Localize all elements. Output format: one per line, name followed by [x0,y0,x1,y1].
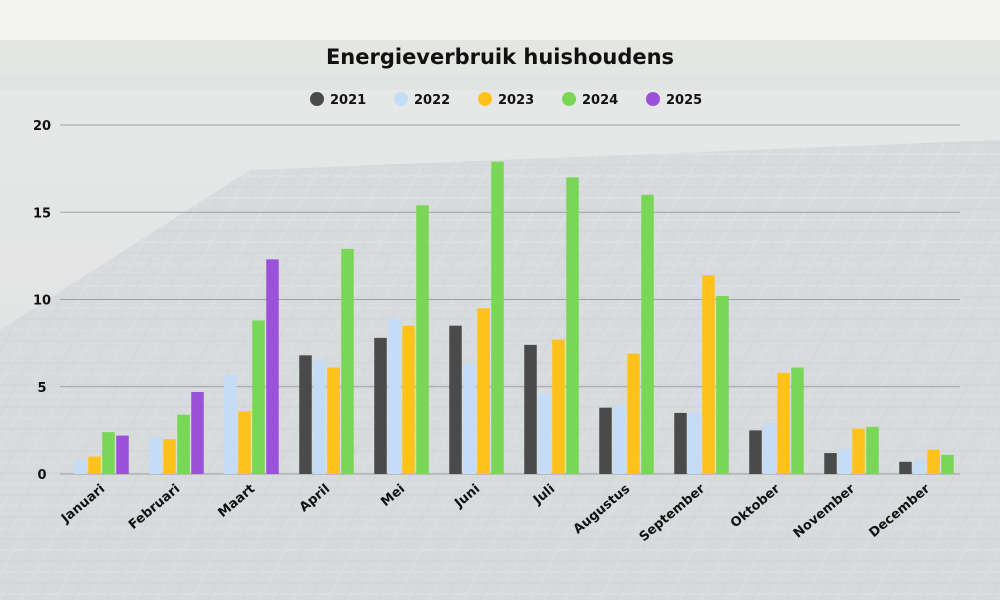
legend-label: 2025 [666,93,702,108]
bar-juli-2023 [552,339,565,474]
bar-augustus-2024 [641,194,654,475]
bar-juni-2023 [477,308,490,474]
legend-swatch [310,92,324,106]
bar-september-2024 [716,296,729,474]
bar-mei-2024 [416,205,429,474]
bar-december-2023 [927,449,940,474]
legend-item-2021: 2021 [310,92,366,108]
bar-januari-2025 [116,435,129,474]
legend-swatch [478,92,492,106]
bar-juni-2022 [463,364,476,474]
bar-april-2021 [299,355,312,474]
legend-swatch [646,92,660,106]
bar-augustus-2022 [613,405,626,474]
bar-juli-2024 [566,177,579,474]
legend-item-2024: 2024 [562,92,618,108]
bars [74,161,954,475]
y-tick-label: 20 [33,119,51,134]
legend: 2021 2022 2023 2024 2025 [310,92,702,108]
bar-mei-2023 [402,325,415,474]
bar-december-2021 [899,461,912,474]
bar-februari-2025 [191,391,204,474]
bar-april-2022 [313,360,326,474]
bar-september-2022 [688,412,701,474]
bar-oktober-2021 [749,430,762,474]
bar-november-2022 [838,449,851,474]
legend-item-2025: 2025 [646,92,702,108]
bar-juli-2021 [524,344,537,474]
bar-juni-2021 [449,325,462,474]
legend-swatch [562,92,576,106]
chart-title: Energieverbruik huishoudens [326,45,674,69]
bar-september-2021 [674,412,687,474]
bar-januari-2022 [74,460,87,474]
bar-januari-2023 [88,456,101,474]
bar-september-2023 [702,275,715,474]
grid-lines [60,124,960,475]
bar-november-2024 [866,426,879,474]
legend-item-2023: 2023 [478,92,534,108]
bar-maart-2025 [266,259,279,474]
bar-november-2021 [824,453,837,474]
legend-label: 2024 [582,93,618,108]
bar-februari-2022 [149,437,162,474]
bar-oktober-2023 [777,372,790,474]
bar-november-2023 [852,428,865,474]
legend-item-2022: 2022 [394,92,450,108]
y-tick-label: 15 [33,206,51,221]
bar-maart-2023 [238,411,251,474]
bar-maart-2022 [224,374,237,474]
y-axis: 0 5 10 15 20 [33,119,51,483]
bar-maart-2024 [252,320,265,474]
bar-juli-2022 [538,393,551,474]
bar-mei-2021 [374,337,387,474]
bar-oktober-2022 [763,423,776,474]
bar-mei-2022 [388,318,401,474]
bar-januari-2024 [102,432,115,474]
bar-oktober-2024 [791,367,804,474]
y-tick-label: 0 [37,468,46,483]
legend-label: 2023 [498,93,534,108]
bar-juni-2024 [491,161,504,474]
bar-december-2024 [941,454,954,474]
bar-augustus-2021 [599,407,612,474]
bar-augustus-2023 [627,353,640,474]
bar-februari-2023 [163,439,176,474]
y-tick-label: 10 [33,294,51,309]
legend-label: 2021 [330,93,366,108]
bar-april-2024 [341,248,354,474]
y-tick-label: 5 [37,381,46,396]
bar-december-2022 [913,460,926,474]
legend-label: 2022 [414,93,450,108]
bar-april-2023 [327,367,340,474]
bar-februari-2024 [177,414,190,474]
legend-swatch [394,92,408,106]
